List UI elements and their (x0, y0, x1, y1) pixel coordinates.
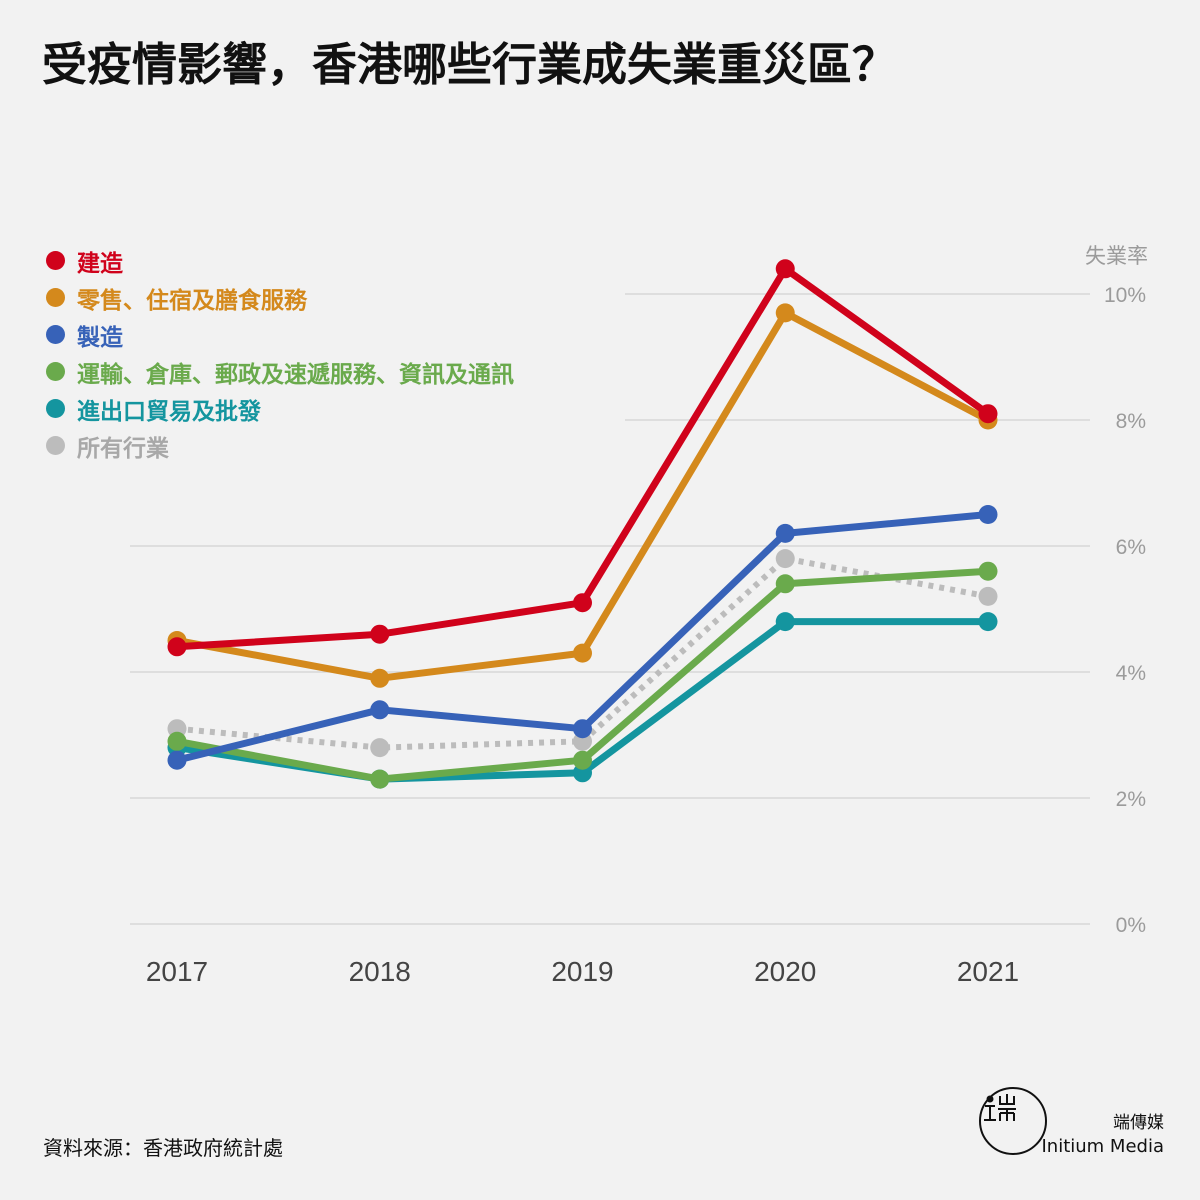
y-tick-label: 2% (1116, 788, 1146, 811)
data-point (775, 574, 795, 594)
data-point (775, 303, 795, 323)
data-point (573, 719, 592, 739)
legend-label: 零售、住宿及膳食服務 (77, 287, 307, 314)
x-tick-label-2021: 2021 (957, 956, 1019, 987)
y-axis-ticks: 0% 2% 4% 6% 8% 10% (1104, 284, 1146, 937)
data-point (370, 700, 390, 720)
legend-dot-icon (46, 436, 65, 455)
series-0 (167, 259, 998, 657)
legend-dot-icon (46, 325, 65, 344)
legend: 建造零售、住宿及膳食服務 製造運輸、倉庫、郵政及速遞服務、資訊及通訊 進出口貿易及批… (46, 242, 514, 464)
legend-item-1: 零售、住宿及膳食服務 (46, 279, 514, 316)
x-tick-label-2017: 2017 (146, 956, 208, 987)
series-layer (167, 259, 998, 789)
legend-dot-icon (46, 399, 65, 418)
data-point (978, 561, 998, 581)
data-point (167, 750, 187, 770)
legend-item-4: 進出口貿易及批發 (46, 390, 514, 427)
data-point (573, 750, 592, 770)
data-point (775, 612, 795, 632)
data-point (370, 769, 390, 789)
legend-dot-icon (46, 251, 65, 270)
data-point (978, 404, 998, 424)
data-point (775, 259, 795, 279)
data-point (573, 643, 592, 663)
data-point (775, 523, 795, 543)
legend-label: 建造 (77, 250, 123, 277)
data-point (573, 593, 592, 613)
y-tick-label: 8% (1116, 410, 1146, 433)
x-tick-label-2019: 2019 (551, 956, 613, 987)
legend-item-5: 所有行業 (46, 427, 514, 464)
y-tick-label: 6% (1116, 536, 1146, 559)
x-axis-ticks: 2017 2018 2019 2020 2021 (146, 956, 1019, 987)
y-tick-label: 4% (1116, 662, 1146, 685)
data-point (370, 624, 390, 644)
chart-title: 受疫情影響，香港哪些行業成失業重災區？ (42, 38, 898, 91)
grid-lines (130, 293, 1090, 925)
x-tick-label-2018: 2018 (349, 956, 411, 987)
x-tick-label-2020: 2020 (754, 956, 816, 987)
legend-item-0: 建造 (46, 242, 514, 279)
y-tick-label: 10% (1104, 284, 1146, 307)
data-point (370, 738, 390, 758)
data-point (775, 549, 795, 569)
series-line-5 (176, 555, 989, 751)
data-point (978, 586, 998, 606)
data-point (167, 637, 187, 657)
legend-item-2: 製造 (46, 316, 514, 353)
initium-logo-icon (979, 1087, 1047, 1155)
legend-label: 運輸、倉庫、郵政及速遞服務、資訊及通訊 (77, 361, 514, 388)
y-tick-label: 0% (1116, 914, 1146, 937)
source-note: 資料來源：香港政府統計處 (43, 1136, 283, 1160)
brand-name-en: Initium Media (1041, 1135, 1164, 1157)
data-point (167, 731, 187, 751)
series-2 (167, 505, 998, 770)
legend-label: 進出口貿易及批發 (77, 398, 261, 425)
brand-name-cn: 端傳媒 (1113, 1113, 1164, 1133)
series-3 (167, 561, 998, 789)
legend-dot-icon (46, 362, 65, 381)
legend-label: 所有行業 (77, 435, 169, 462)
data-point (370, 668, 390, 688)
data-point (978, 505, 998, 524)
legend-dot-icon (46, 288, 65, 307)
data-point (978, 612, 998, 632)
y-axis-label: 失業率 (1085, 244, 1148, 268)
legend-item-3: 運輸、倉庫、郵政及速遞服務、資訊及通訊 (46, 353, 514, 390)
legend-label: 製造 (77, 324, 123, 351)
brand-block: 端傳媒 Initium Media (1041, 1112, 1164, 1159)
